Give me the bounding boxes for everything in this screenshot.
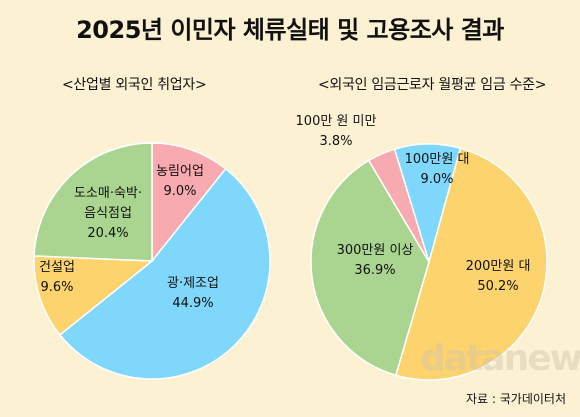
- left-chart-title: <산업별 외국인 취업자>: [62, 77, 207, 93]
- slice-label: 광·제조업: [167, 276, 219, 291]
- slice-label: 200만원 대: [466, 259, 531, 274]
- slice-value-label: 36.9%: [354, 263, 395, 278]
- slice-value-label: 44.9%: [172, 296, 213, 311]
- slice-value-label: 9.6%: [40, 280, 73, 295]
- right-chart-title: <외국인 임금근로자 월평균 임금 수준>: [318, 77, 547, 93]
- slice-label: 100만 원 미만: [296, 114, 377, 129]
- slice-value-label: 50.2%: [477, 279, 518, 294]
- pie-slice: [58, 167, 271, 380]
- pie-slice: [310, 159, 430, 377]
- slice-value-label: 3.8%: [319, 134, 352, 149]
- pie-slice: [33, 142, 153, 262]
- slice-label: 농림어업: [156, 164, 204, 179]
- slice-value-label: 9.0%: [163, 184, 196, 199]
- slice-value-label: 20.4%: [87, 226, 128, 241]
- pie-slice: [367, 148, 430, 263]
- slice-label: 도소매·숙박·: [74, 186, 142, 201]
- pie-slice: [33, 255, 155, 336]
- pie-slice: [151, 142, 227, 264]
- slice-label: 음식점업: [84, 206, 132, 221]
- slice-label: 300만원 이상: [337, 243, 414, 258]
- slice-value-label: 9.0%: [420, 172, 453, 187]
- pie-slice: [394, 147, 548, 381]
- page-title: 2025년 이민자 체류실태 및 고용조사 결과: [76, 16, 504, 44]
- watermark-logo: datanews: [420, 338, 580, 379]
- slice-label: 건설업: [39, 260, 75, 275]
- source-note: 자료 : 국가데이터처: [466, 392, 566, 406]
- slice-label: 100만원 대: [405, 152, 470, 167]
